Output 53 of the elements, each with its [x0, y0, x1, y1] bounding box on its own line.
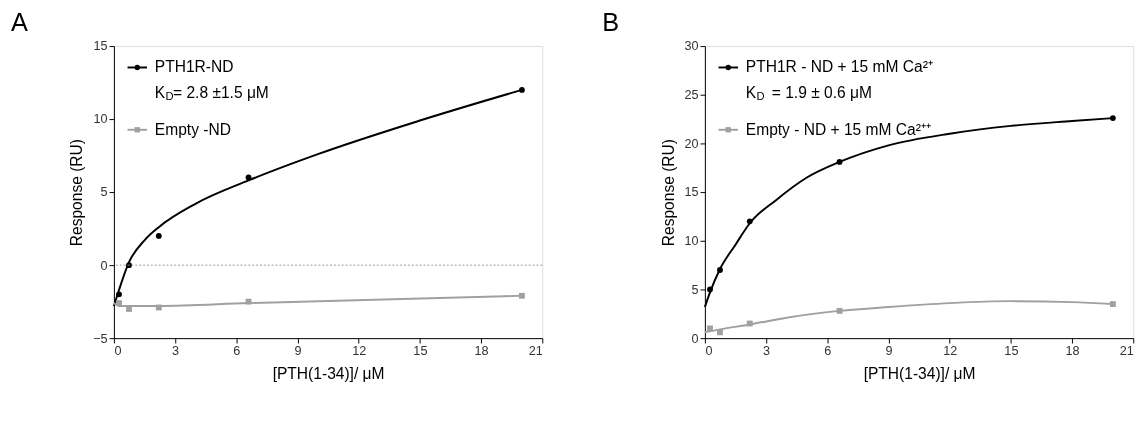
x-axis-title: [PTH(1-34)]/ μM [863, 364, 976, 382]
x-tick-label: 21 [528, 344, 543, 359]
y-tick-label: −5 [93, 331, 108, 346]
legend-label: Empty - ND + 15 mM Ca²⁺⁺ [745, 120, 931, 138]
point [1109, 115, 1116, 122]
point [518, 292, 525, 299]
x-tick-label: 9 [885, 344, 893, 359]
y-axis-title: Response (RU) [68, 138, 86, 247]
x-tick-label: 9 [294, 344, 302, 359]
point [116, 291, 122, 298]
x-tick-label: 15 [413, 344, 428, 359]
y-tick-label: 5 [691, 282, 699, 297]
x-tick-label: 6 [233, 344, 241, 359]
x-tick-label: 0 [705, 344, 713, 359]
point [707, 286, 713, 293]
y-tick-label: 15 [93, 39, 108, 54]
point [707, 325, 713, 332]
point [717, 329, 723, 336]
legend-label: PTH1R-ND [154, 58, 234, 76]
x-tick-label: 12 [943, 344, 958, 359]
point [116, 300, 122, 307]
x-tick-label: 0 [114, 344, 122, 359]
x-tick-label: 15 [1004, 344, 1019, 359]
x-tick-label: 21 [1119, 344, 1134, 359]
x-tick-label: 12 [352, 344, 367, 359]
y-tick-label: 5 [100, 185, 108, 200]
chart-title: A [10, 8, 28, 37]
x-tick-label: 18 [474, 344, 489, 359]
y-tick-label: 0 [691, 331, 699, 346]
y-tick-label: 30 [684, 39, 699, 54]
point [717, 267, 723, 273]
point [746, 218, 753, 225]
point [836, 159, 843, 165]
legend-label: PTH1R - ND + 15 mM Ca²⁺ [745, 58, 933, 76]
point [155, 233, 162, 239]
chart-title: B [602, 8, 620, 37]
y-tick-label: 20 [684, 136, 699, 151]
legend-label: Empty -ND [154, 120, 231, 138]
y-tick-label: 15 [684, 185, 699, 200]
x-tick-label: 3 [763, 344, 771, 359]
y-axis-title: Response (RU) [659, 138, 677, 247]
y-tick-label: 25 [684, 88, 699, 103]
y-tick-label: 10 [684, 234, 699, 249]
point [518, 86, 525, 93]
y-tick-label: 10 [93, 112, 108, 127]
x-axis-title: [PTH(1-34)]/ μM [272, 364, 385, 382]
point [1109, 301, 1116, 307]
point [126, 306, 132, 312]
x-tick-label: 18 [1065, 344, 1080, 359]
point [245, 174, 252, 181]
y-tick-label: 0 [100, 258, 108, 273]
x-tick-label: 6 [824, 344, 832, 359]
x-tick-label: 3 [172, 344, 180, 359]
